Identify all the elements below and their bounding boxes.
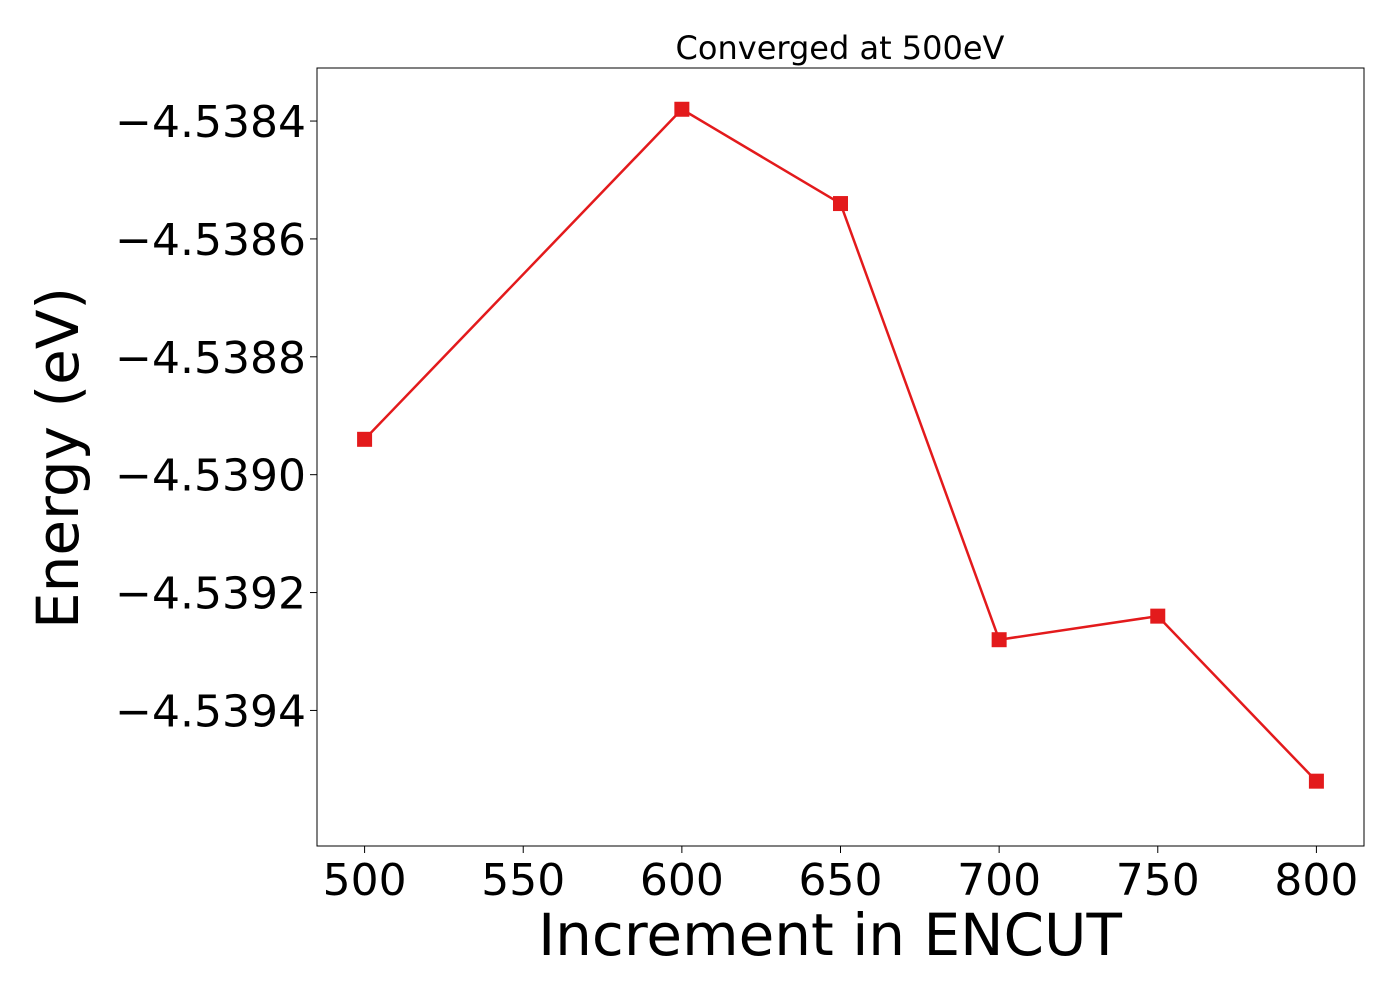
chart-title: Converged at 500eV xyxy=(676,29,1005,67)
x-tick-label: 500 xyxy=(323,855,407,906)
data-point xyxy=(674,101,690,117)
y-tick-label: −4.5388 xyxy=(115,333,306,384)
data-point xyxy=(833,196,848,212)
y-tick-label: −4.5392 xyxy=(115,569,306,620)
y-tick-label: −4.5394 xyxy=(115,686,306,737)
series-line xyxy=(363,108,1318,783)
x-axis-label: Increment in ENCUT xyxy=(538,901,1122,969)
x-tick-label: 550 xyxy=(481,855,565,906)
data-point xyxy=(1150,608,1166,624)
x-tick-label: 650 xyxy=(799,855,883,906)
x-tick-label: 750 xyxy=(1116,855,1200,906)
y-tick-label: −4.5390 xyxy=(115,451,306,502)
y-axis-label: Energy (eV) xyxy=(24,287,92,629)
y-tick-label: −4.5384 xyxy=(115,97,306,148)
x-tick-label: 700 xyxy=(957,855,1041,906)
x-tick-label: 600 xyxy=(640,855,724,906)
data-point xyxy=(991,632,1007,648)
data-point xyxy=(1308,773,1324,789)
y-tick-label: −4.5386 xyxy=(115,215,306,266)
data-point xyxy=(357,431,373,447)
x-tick-label: 800 xyxy=(1274,855,1358,906)
y-axis-ticks: −4.5384 −4.5386 −4.5388 −4.5390 −4.5392 −4.53… xyxy=(115,97,317,737)
x-axis-ticks: 500 550 600 650 700 750 800 xyxy=(323,846,1358,906)
